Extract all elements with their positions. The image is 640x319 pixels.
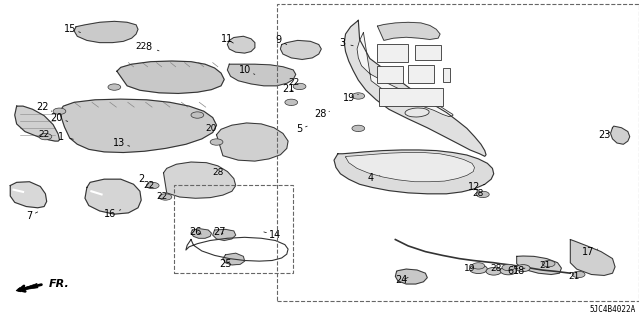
Circle shape <box>542 261 555 267</box>
Text: 8: 8 <box>146 42 159 52</box>
Text: 9: 9 <box>275 35 287 45</box>
Text: 19: 19 <box>342 93 358 103</box>
Polygon shape <box>117 61 224 93</box>
Circle shape <box>469 265 487 273</box>
Polygon shape <box>216 123 288 161</box>
Text: FR.: FR. <box>49 279 69 289</box>
Text: 21: 21 <box>539 261 550 271</box>
Text: 13: 13 <box>113 138 130 148</box>
Text: 25: 25 <box>220 259 232 269</box>
Circle shape <box>285 99 298 106</box>
Bar <box>276 4 639 301</box>
Polygon shape <box>227 36 255 53</box>
Text: 22: 22 <box>136 42 147 51</box>
Text: 11: 11 <box>221 34 234 44</box>
Bar <box>415 45 442 60</box>
Text: 15: 15 <box>63 24 81 33</box>
Polygon shape <box>10 182 47 208</box>
Circle shape <box>39 133 52 140</box>
Text: 12: 12 <box>468 182 484 192</box>
Polygon shape <box>611 126 630 144</box>
Polygon shape <box>280 41 321 59</box>
Circle shape <box>352 93 365 99</box>
Bar <box>378 66 403 83</box>
Bar <box>443 68 451 82</box>
Text: 21: 21 <box>568 272 580 281</box>
Text: 3: 3 <box>339 38 353 48</box>
Polygon shape <box>334 150 493 194</box>
Bar <box>174 185 292 273</box>
Ellipse shape <box>405 108 429 117</box>
Text: 17: 17 <box>582 247 598 257</box>
Text: 22: 22 <box>143 181 154 190</box>
Circle shape <box>210 139 223 145</box>
Text: 26: 26 <box>189 227 202 237</box>
Polygon shape <box>516 256 561 274</box>
Text: 10: 10 <box>239 65 255 75</box>
Polygon shape <box>570 240 615 275</box>
Text: 21: 21 <box>282 84 294 94</box>
Circle shape <box>53 108 66 115</box>
Text: 19: 19 <box>465 263 476 273</box>
Text: 7: 7 <box>26 211 38 221</box>
Text: 1: 1 <box>58 132 74 142</box>
Text: 18: 18 <box>513 266 525 276</box>
Polygon shape <box>378 22 440 41</box>
Text: 27: 27 <box>213 227 225 237</box>
Circle shape <box>352 125 365 131</box>
Text: 5JC4B4022A: 5JC4B4022A <box>590 305 636 314</box>
Text: 20: 20 <box>51 113 68 122</box>
Circle shape <box>293 83 306 90</box>
Circle shape <box>502 264 515 271</box>
Polygon shape <box>85 179 141 214</box>
Text: 5: 5 <box>296 124 307 134</box>
Circle shape <box>476 191 489 197</box>
Polygon shape <box>164 162 236 198</box>
Text: 4: 4 <box>368 173 380 183</box>
Circle shape <box>572 271 585 278</box>
Text: 24: 24 <box>396 275 408 285</box>
Text: 28: 28 <box>314 109 330 119</box>
Circle shape <box>159 194 172 200</box>
Circle shape <box>147 182 159 189</box>
Text: 22: 22 <box>289 78 300 87</box>
Bar <box>379 88 443 106</box>
Circle shape <box>486 268 501 275</box>
Circle shape <box>191 112 204 118</box>
Text: 28: 28 <box>212 168 223 177</box>
Text: 22: 22 <box>36 102 52 112</box>
Polygon shape <box>396 269 428 284</box>
Polygon shape <box>212 229 236 241</box>
Polygon shape <box>223 253 244 265</box>
Text: 23: 23 <box>598 130 611 140</box>
Text: 6: 6 <box>508 266 518 276</box>
Polygon shape <box>346 152 474 182</box>
Text: 14: 14 <box>264 230 282 240</box>
Polygon shape <box>60 99 216 152</box>
Text: 28: 28 <box>473 189 484 198</box>
Text: 22: 22 <box>38 130 50 139</box>
Circle shape <box>516 265 530 271</box>
Circle shape <box>108 84 121 90</box>
Polygon shape <box>15 106 60 141</box>
Polygon shape <box>344 20 486 156</box>
Polygon shape <box>357 33 453 117</box>
Text: 28: 28 <box>490 263 501 273</box>
Text: 2: 2 <box>138 174 151 184</box>
Polygon shape <box>191 229 211 238</box>
Bar <box>378 44 408 62</box>
Bar <box>408 65 434 83</box>
Polygon shape <box>227 64 296 86</box>
Circle shape <box>472 263 484 269</box>
Text: 16: 16 <box>104 209 121 219</box>
Text: 20: 20 <box>205 124 217 133</box>
Circle shape <box>500 267 516 275</box>
Polygon shape <box>74 21 138 43</box>
Text: 22: 22 <box>156 191 167 201</box>
